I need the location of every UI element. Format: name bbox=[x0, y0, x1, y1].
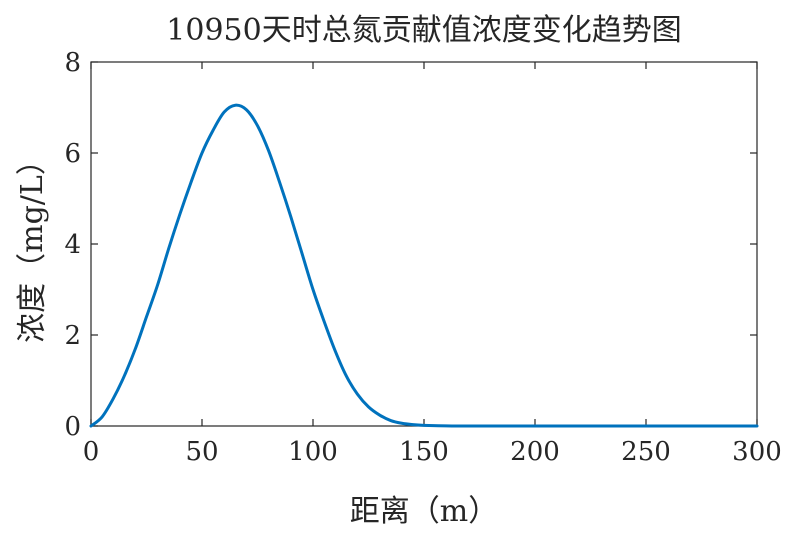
y-tick-label: 0 bbox=[64, 412, 81, 442]
y-tick-label: 6 bbox=[64, 139, 81, 169]
series-line bbox=[89, 103, 759, 428]
x-tick-label: 250 bbox=[621, 437, 671, 467]
tick-layer: 0 50 100 150 200 250 300 0 2 4 6 8 bbox=[64, 48, 781, 467]
x-tick-label: 0 bbox=[83, 437, 100, 467]
y-tick-label: 2 bbox=[64, 321, 81, 351]
y-tick-label: 4 bbox=[64, 230, 81, 260]
x-tick-label: 200 bbox=[510, 437, 560, 467]
x-tick-label: 50 bbox=[185, 437, 218, 467]
y-tick-label: 8 bbox=[64, 48, 81, 78]
y-axis-label: 浓度（mg/L） bbox=[15, 145, 50, 343]
chart-title: 10950天时总氮贡献值浓度变化趋势图 bbox=[166, 13, 681, 48]
x-axis-label: 距离（m） bbox=[350, 494, 498, 529]
x-tick-label: 150 bbox=[399, 437, 449, 467]
x-tick-label: 100 bbox=[288, 437, 338, 467]
x-tick-label: 300 bbox=[732, 437, 782, 467]
plot-area bbox=[90, 61, 758, 427]
